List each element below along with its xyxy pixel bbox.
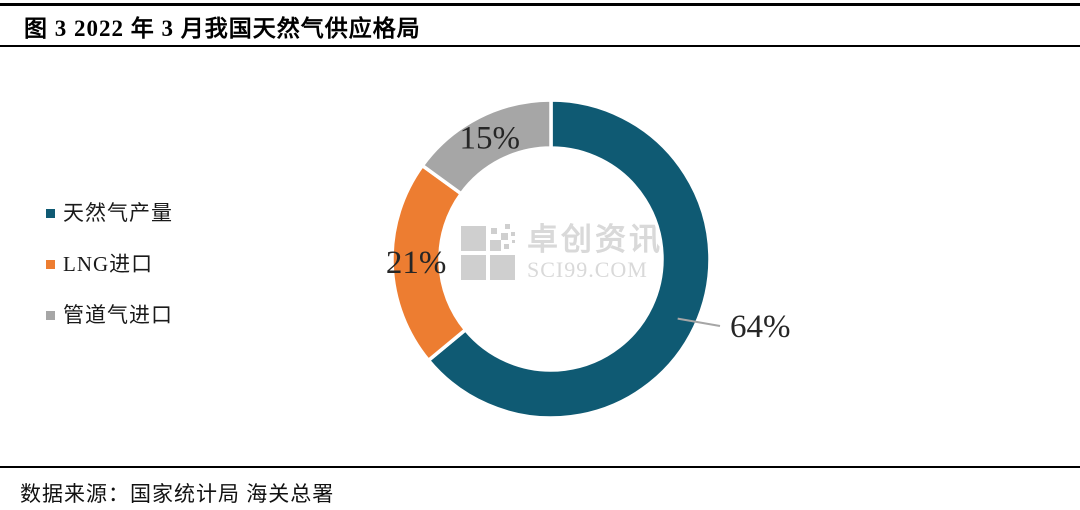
legend-item-gas-production: 天然气产量 [46, 197, 173, 227]
legend-label: LNG进口 [63, 252, 154, 276]
legend-label: 天然气产量 [63, 201, 173, 225]
watermark-domain: SCI99.COM [527, 257, 648, 282]
slice-label-0: 64% [730, 309, 791, 345]
legend-swatch-icon [46, 208, 55, 218]
watermark: 卓创资讯 SCI99.COM [461, 224, 663, 282]
data-source-text: 数据来源：国家统计局 海关总署 [20, 482, 335, 506]
watermark-text: 卓创资讯 SCI99.COM [527, 224, 663, 281]
legend-item-pipeline-import: 管道气进口 [46, 299, 173, 329]
sci99-logo-icon [461, 224, 515, 280]
figure-title-bar: 图 3 2022 年 3 月我国天然气供应格局 [0, 3, 1080, 47]
legend-item-lng-import: LNG进口 [46, 248, 173, 278]
legend-swatch-icon [46, 259, 55, 269]
watermark-brand: 卓创资讯 [527, 222, 663, 257]
legend-swatch-icon [46, 310, 55, 320]
leader-line [677, 317, 721, 327]
donut-slice-0 [426, 98, 712, 420]
chart-legend: 天然气产量 LNG进口 管道气进口 [46, 197, 173, 329]
slice-label-2: 15% [459, 121, 520, 157]
source-bar: 数据来源：国家统计局 海关总署 [0, 466, 1080, 508]
donut-slice-2 [420, 98, 553, 196]
legend-label: 管道气进口 [63, 303, 173, 327]
figure-title: 图 3 2022 年 3 月我国天然气供应格局 [24, 15, 421, 41]
slice-label-1: 21% [386, 245, 447, 281]
